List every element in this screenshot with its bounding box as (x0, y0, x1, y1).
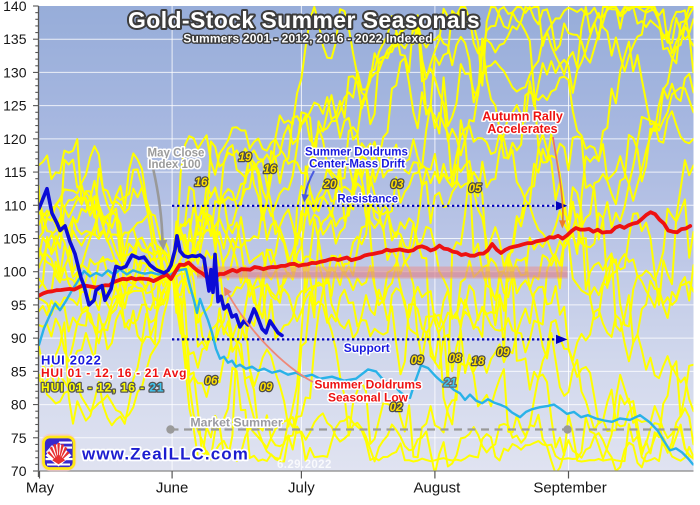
svg-text:September: September (533, 480, 606, 497)
svg-text:05: 05 (469, 183, 482, 195)
svg-text:110: 110 (4, 197, 27, 213)
svg-text:Summer Doldrums: Summer Doldrums (314, 378, 422, 392)
svg-text:130: 130 (3, 64, 27, 80)
svg-text:16: 16 (195, 177, 208, 189)
svg-text:Summers 2001 - 2012, 2016 - 20: Summers 2001 - 2012, 2016 - 2022 Indexed (183, 32, 432, 46)
svg-text:120: 120 (3, 131, 27, 147)
svg-text:16: 16 (264, 164, 277, 176)
svg-text:140: 140 (3, 0, 27, 14)
svg-text:HUI 01 - 12, 16 - 21: HUI 01 - 12, 16 - 21 (41, 381, 164, 395)
svg-text:70: 70 (11, 463, 27, 479)
svg-text:Gold-Stock Summer Seasonals: Gold-Stock Summer Seasonals (128, 7, 480, 33)
svg-text:Center-Mass Drift: Center-Mass Drift (309, 158, 405, 170)
svg-text:80: 80 (11, 397, 27, 413)
svg-text:85: 85 (11, 363, 27, 379)
svg-text:18: 18 (472, 356, 485, 368)
svg-text:June: June (156, 480, 189, 497)
svg-text:09: 09 (411, 355, 424, 367)
svg-text:Resistance: Resistance (337, 193, 398, 205)
svg-text:Accelerates: Accelerates (487, 122, 557, 136)
svg-text:6.29.2022: 6.29.2022 (277, 459, 332, 471)
svg-text:75: 75 (11, 430, 27, 446)
svg-text:125: 125 (3, 98, 27, 114)
svg-text:115: 115 (4, 164, 27, 180)
svg-text:Seasonal Low: Seasonal Low (328, 390, 409, 404)
svg-text:May: May (26, 480, 55, 497)
svg-text:21: 21 (443, 378, 457, 390)
svg-text:Summer Doldrums: Summer Doldrums (305, 146, 408, 158)
svg-text:Index 100: Index 100 (148, 159, 200, 171)
svg-text:August: August (414, 480, 462, 497)
svg-text:19: 19 (239, 152, 252, 164)
svg-text:May Close: May Close (148, 148, 205, 160)
svg-text:03: 03 (391, 179, 404, 191)
svg-text:Autumn Rally: Autumn Rally (482, 109, 563, 123)
svg-text:90: 90 (11, 330, 27, 346)
svg-text:135: 135 (3, 31, 27, 47)
svg-text:20: 20 (323, 179, 337, 191)
svg-text:Support: Support (344, 341, 390, 355)
svg-text:95: 95 (11, 297, 27, 313)
svg-text:105: 105 (3, 231, 27, 247)
svg-text:Market Summer: Market Summer (190, 416, 282, 430)
svg-text:HUI 2022: HUI 2022 (41, 353, 102, 368)
svg-text:08: 08 (449, 353, 462, 365)
svg-text:www.ZealLLC.com: www.ZealLLC.com (81, 445, 249, 464)
svg-text:HUI 01 - 12, 16 - 21 Avg: HUI 01 - 12, 16 - 21 Avg (41, 366, 187, 380)
svg-text:09: 09 (497, 347, 510, 359)
svg-text:09: 09 (260, 382, 273, 394)
svg-text:06: 06 (205, 376, 218, 388)
svg-text:02: 02 (390, 402, 403, 414)
svg-text:July: July (288, 480, 315, 497)
svg-text:100: 100 (3, 264, 27, 280)
